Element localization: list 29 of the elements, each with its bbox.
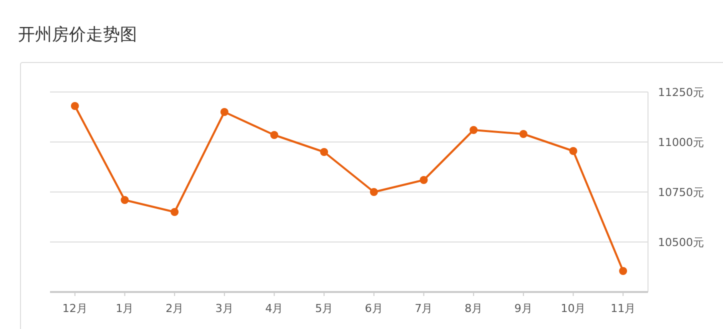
point	[470, 126, 478, 134]
chart-title: 开州房价走势图	[18, 25, 137, 45]
point	[420, 176, 428, 184]
point	[370, 188, 378, 196]
x-tick-label: 5月	[315, 302, 334, 315]
y-tick-label: 10750元	[658, 186, 704, 199]
point	[270, 131, 278, 139]
point	[220, 108, 228, 116]
y-tick-label: 11250元	[658, 86, 704, 99]
point	[170, 208, 179, 216]
point	[120, 196, 129, 204]
x-tick-label: 6月	[364, 302, 383, 315]
x-tick-label: 11月	[610, 302, 636, 315]
x-tick-label: 1月	[116, 302, 134, 315]
point	[619, 267, 628, 275]
x-tick-label: 3月	[215, 302, 234, 315]
x-tick-label: 10月	[560, 302, 586, 315]
point	[519, 130, 528, 138]
x-tick-label: 7月	[414, 302, 433, 315]
x-tick-label: 12月	[62, 302, 88, 315]
x-tick-label: 2月	[166, 302, 184, 315]
x-tick-label: 9月	[514, 302, 532, 315]
y-tick-label: 10500元	[658, 236, 704, 249]
point	[70, 102, 79, 110]
x-tick-label: 8月	[464, 302, 483, 315]
point	[569, 147, 578, 155]
y-tick-label: 11000元	[658, 136, 704, 149]
x-tick-label: 4月	[265, 302, 284, 315]
point	[320, 148, 328, 156]
